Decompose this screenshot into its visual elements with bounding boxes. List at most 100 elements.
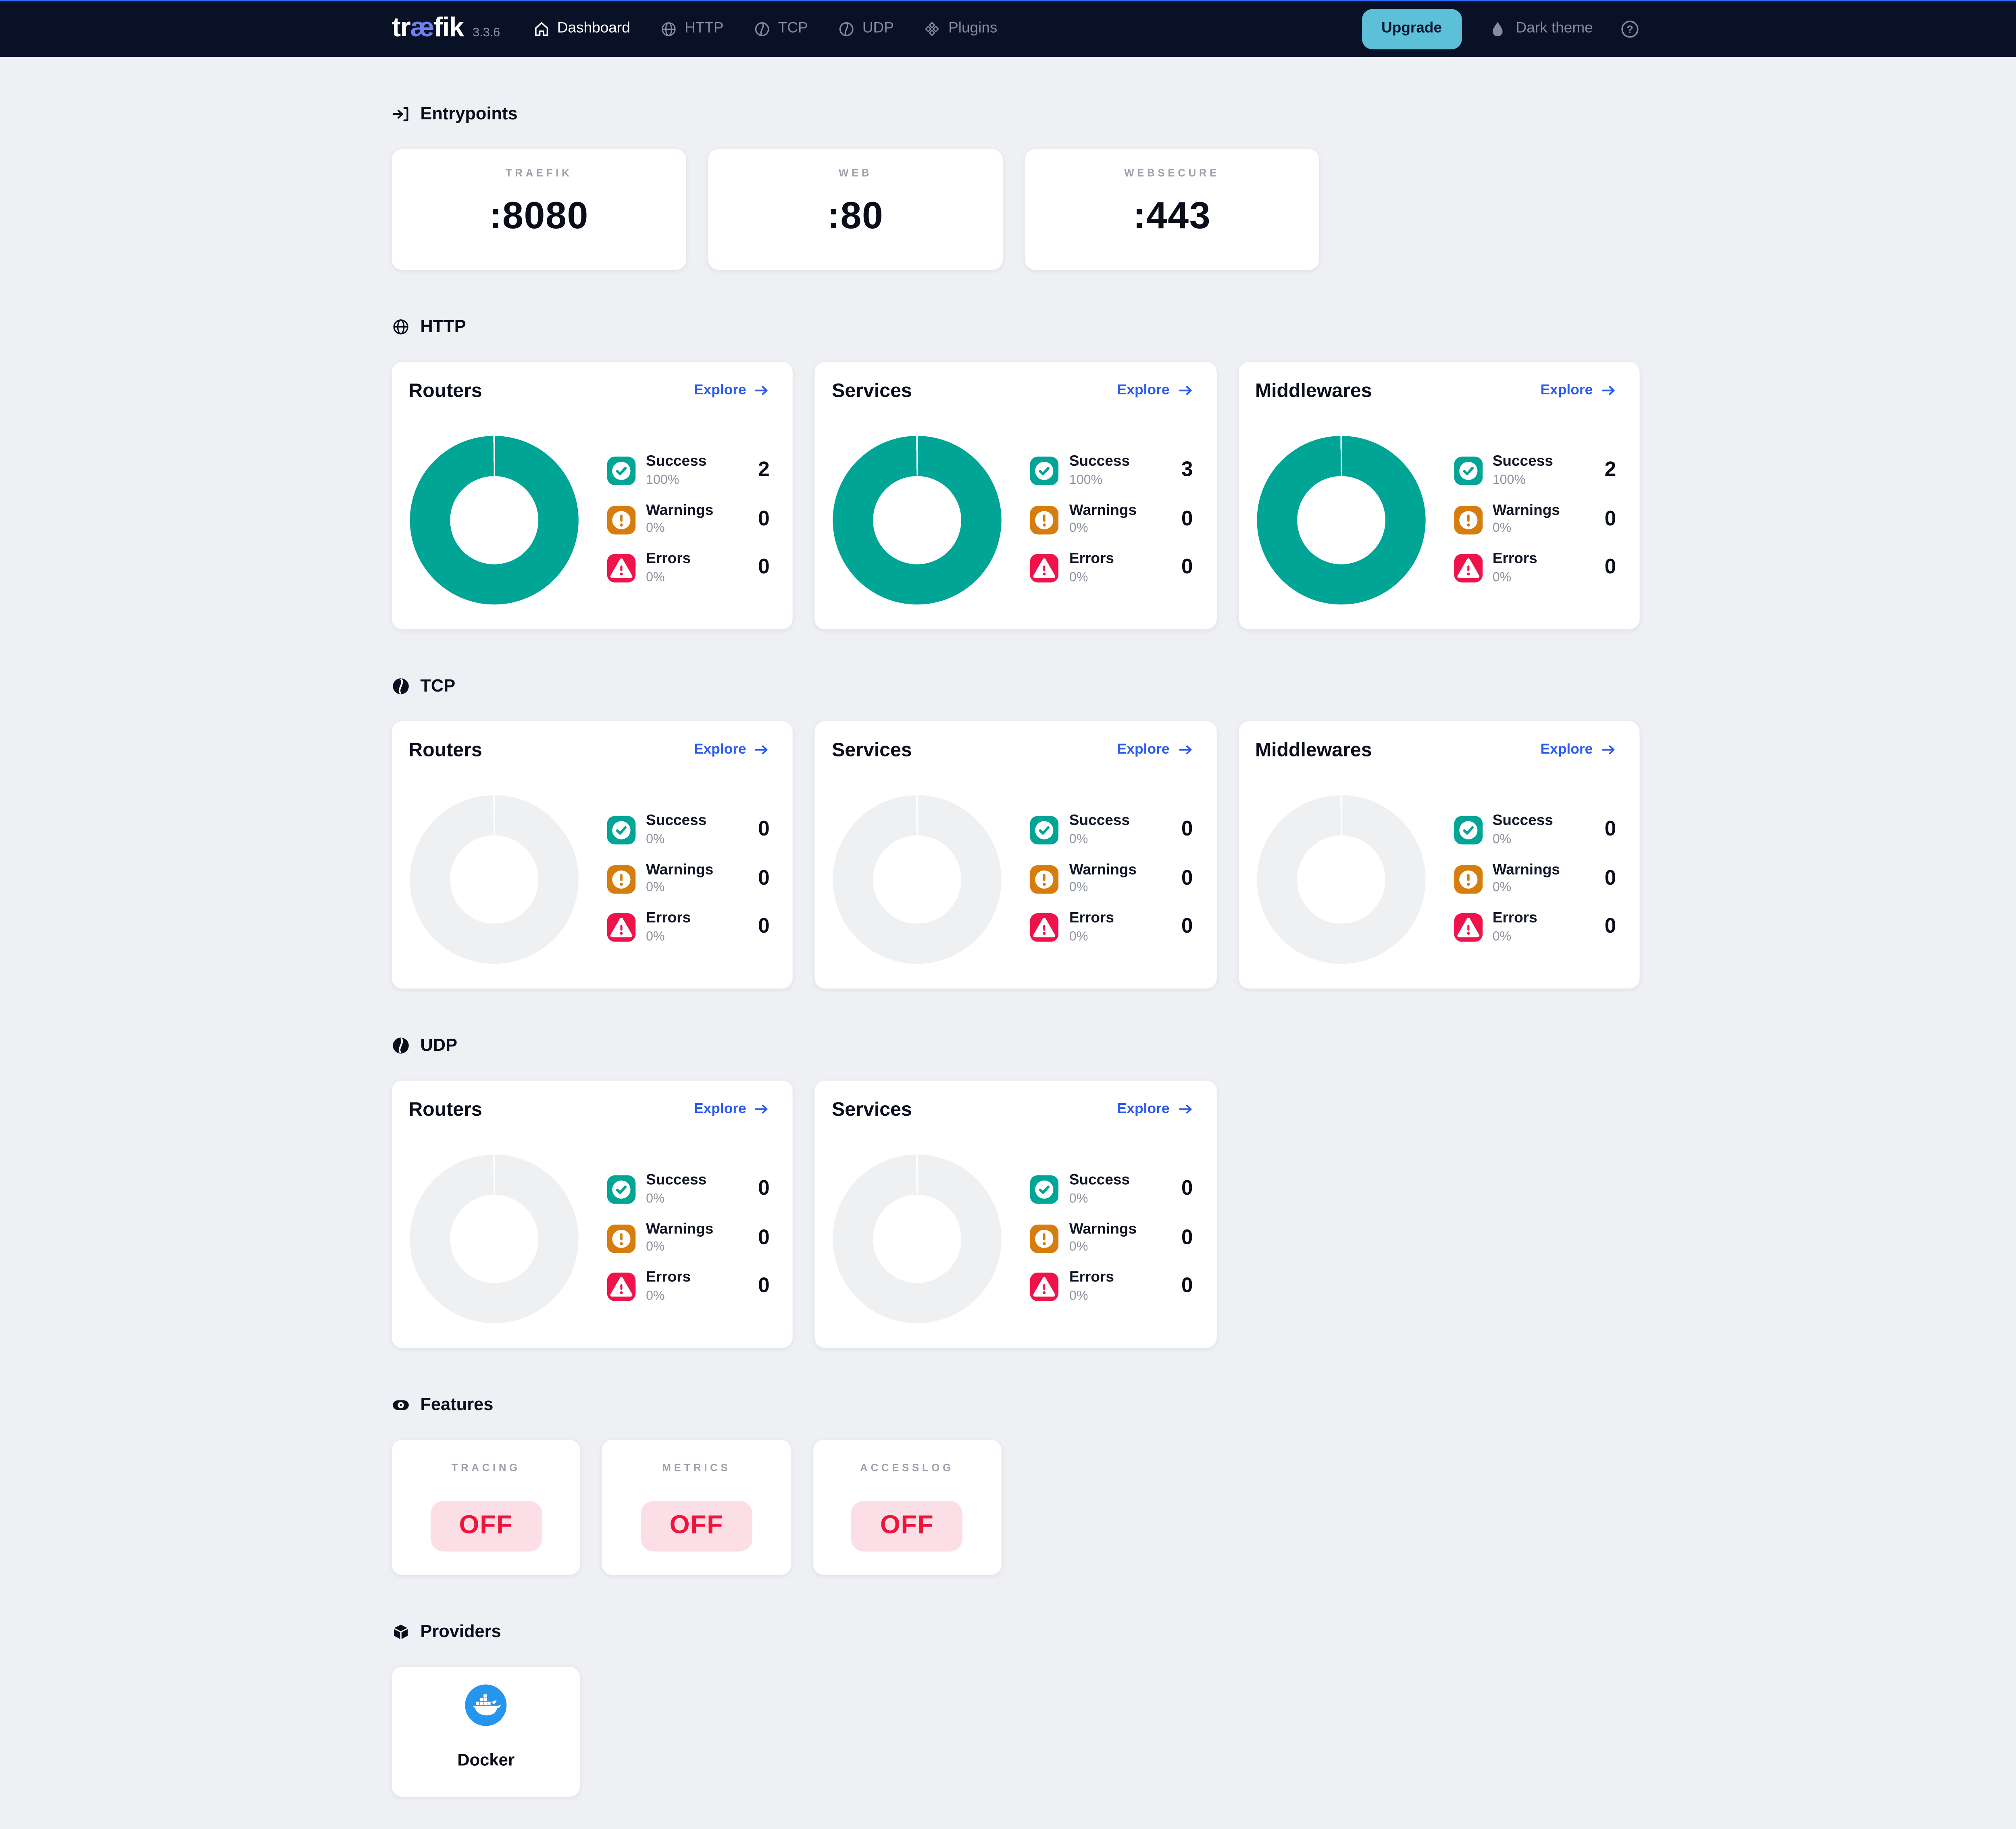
stat-label: Errors xyxy=(646,1270,691,1286)
errors-stat-row: Errors 0% 0 xyxy=(1454,911,1616,944)
nav-plugins[interactable]: Plugins xyxy=(924,21,997,37)
version-label: 3.3.6 xyxy=(473,26,500,41)
stat-value: 0 xyxy=(1604,916,1616,938)
stat-pct: 0% xyxy=(1069,1240,1088,1255)
nav-items: Dashboard HTTP TCP UDP Plugins xyxy=(533,21,997,37)
protocol-icon xyxy=(838,21,855,37)
stat-label: Warnings xyxy=(646,503,714,519)
udp-routers-card: Routers Explore Success 0% 0 xyxy=(392,1080,793,1348)
success-icon xyxy=(1030,456,1059,485)
error-icon xyxy=(1454,913,1482,942)
arrow-right-icon xyxy=(1601,742,1616,758)
upgrade-button[interactable]: Upgrade xyxy=(1362,8,1462,49)
entrypoint-name: WEBSECURE xyxy=(1124,167,1220,179)
entrypoint-name: WEB xyxy=(839,167,873,179)
warnings-stat-row: Warnings 0% 0 xyxy=(1454,862,1616,896)
errors-stat-row: Errors 0% 0 xyxy=(607,552,770,585)
error-icon xyxy=(607,554,636,583)
section-http: HTTP Routers Explore Success 100% xyxy=(392,316,1640,629)
feature-state-badge: OFF xyxy=(641,1500,752,1551)
stat-value: 0 xyxy=(1181,1178,1193,1200)
stat-value: 0 xyxy=(758,1178,770,1200)
explore-link[interactable]: Explore xyxy=(1117,742,1193,758)
stat-label: Success xyxy=(1492,454,1553,470)
nav-http[interactable]: HTTP xyxy=(660,21,724,37)
package-cube-icon xyxy=(392,1622,410,1640)
card-title: Middlewares xyxy=(1255,379,1372,402)
card-title: Services xyxy=(832,1098,912,1121)
login-arrow-icon xyxy=(392,104,410,123)
success-stat-row: Success 0% 0 xyxy=(1030,1173,1193,1206)
dark-theme-label: Dark theme xyxy=(1516,21,1593,37)
stat-pct: 0% xyxy=(1069,570,1088,585)
dark-theme-toggle[interactable]: Dark theme xyxy=(1489,21,1593,37)
help-icon[interactable] xyxy=(1620,19,1639,38)
success-stat-row: Success 100% 2 xyxy=(1454,454,1616,487)
stat-value: 0 xyxy=(1181,867,1193,890)
warnings-stat-row: Warnings 0% 0 xyxy=(1030,503,1193,536)
stat-pct: 0% xyxy=(646,881,665,896)
donut-chart xyxy=(410,794,579,963)
explore-link[interactable]: Explore xyxy=(694,383,770,398)
stat-value: 0 xyxy=(1181,1226,1193,1249)
entrypoint-name: TRAEFIK xyxy=(505,167,573,179)
nav-udp[interactable]: UDP xyxy=(838,21,894,37)
provider-card-docker: Docker xyxy=(392,1666,581,1796)
explore-link[interactable]: Explore xyxy=(1117,383,1193,398)
nav-dashboard-label: Dashboard xyxy=(557,21,630,37)
error-icon xyxy=(1030,554,1059,583)
explore-link[interactable]: Explore xyxy=(1541,383,1616,398)
nav-tcp[interactable]: TCP xyxy=(754,21,808,37)
entrypoint-port: :80 xyxy=(827,195,884,237)
section-tcp: TCP Routers Explore Success 0% xyxy=(392,675,1640,988)
errors-stat-row: Errors 0% 0 xyxy=(607,911,770,944)
stat-label: Success xyxy=(1069,454,1130,470)
section-title: TCP xyxy=(420,676,456,696)
warning-icon xyxy=(1030,505,1059,534)
stat-label: Errors xyxy=(1492,552,1537,567)
stat-value: 0 xyxy=(1181,916,1193,938)
section-title: Features xyxy=(420,1394,494,1414)
entrypoint-port: :443 xyxy=(1133,195,1211,237)
arrow-right-icon xyxy=(1177,742,1193,758)
stat-label: Success xyxy=(646,813,707,829)
nav-dashboard[interactable]: Dashboard xyxy=(533,21,630,37)
warnings-stat-row: Warnings 0% 0 xyxy=(607,503,770,536)
stat-label: Warnings xyxy=(1492,503,1560,519)
warnings-stat-row: Warnings 0% 0 xyxy=(607,862,770,896)
card-title: Routers xyxy=(408,379,482,402)
explore-link[interactable]: Explore xyxy=(694,1101,770,1117)
explore-label: Explore xyxy=(1540,742,1593,758)
card-title: Middlewares xyxy=(1255,739,1372,761)
errors-stat-row: Errors 0% 0 xyxy=(1030,552,1193,585)
errors-stat-row: Errors 0% 0 xyxy=(1454,552,1616,585)
stat-value: 2 xyxy=(1604,459,1616,481)
stat-value: 2 xyxy=(758,459,770,481)
plugins-icon xyxy=(924,21,941,37)
error-icon xyxy=(607,1273,636,1301)
warning-icon xyxy=(607,865,636,893)
stat-label: Warnings xyxy=(646,862,714,878)
nav-right: Upgrade Dark theme xyxy=(1362,8,1640,49)
stat-pct: 0% xyxy=(1492,832,1512,847)
explore-link[interactable]: Explore xyxy=(694,742,770,758)
stat-value: 0 xyxy=(1181,1275,1193,1298)
success-stat-row: Success 100% 2 xyxy=(607,454,770,487)
stat-pct: 0% xyxy=(646,1289,665,1304)
stat-pct: 0% xyxy=(1069,881,1088,896)
feature-name: METRICS xyxy=(662,1461,731,1473)
explore-link[interactable]: Explore xyxy=(1541,742,1616,758)
warnings-stat-row: Warnings 0% 0 xyxy=(1030,862,1193,896)
donut-chart xyxy=(410,435,579,604)
stat-value: 0 xyxy=(1181,508,1193,530)
stat-label: Success xyxy=(1069,1173,1130,1189)
stat-value: 0 xyxy=(758,508,770,530)
explore-link[interactable]: Explore xyxy=(1117,1101,1193,1117)
feature-state-badge: OFF xyxy=(851,1500,963,1551)
udp-services-card: Services Explore Success 0% 0 xyxy=(815,1080,1216,1348)
entrypoint-card-websecure: WEBSECURE :443 xyxy=(1025,148,1319,269)
stat-value: 3 xyxy=(1181,459,1193,481)
arrow-right-icon xyxy=(754,383,770,398)
stat-value: 0 xyxy=(758,1275,770,1298)
warning-icon xyxy=(1030,1224,1059,1252)
